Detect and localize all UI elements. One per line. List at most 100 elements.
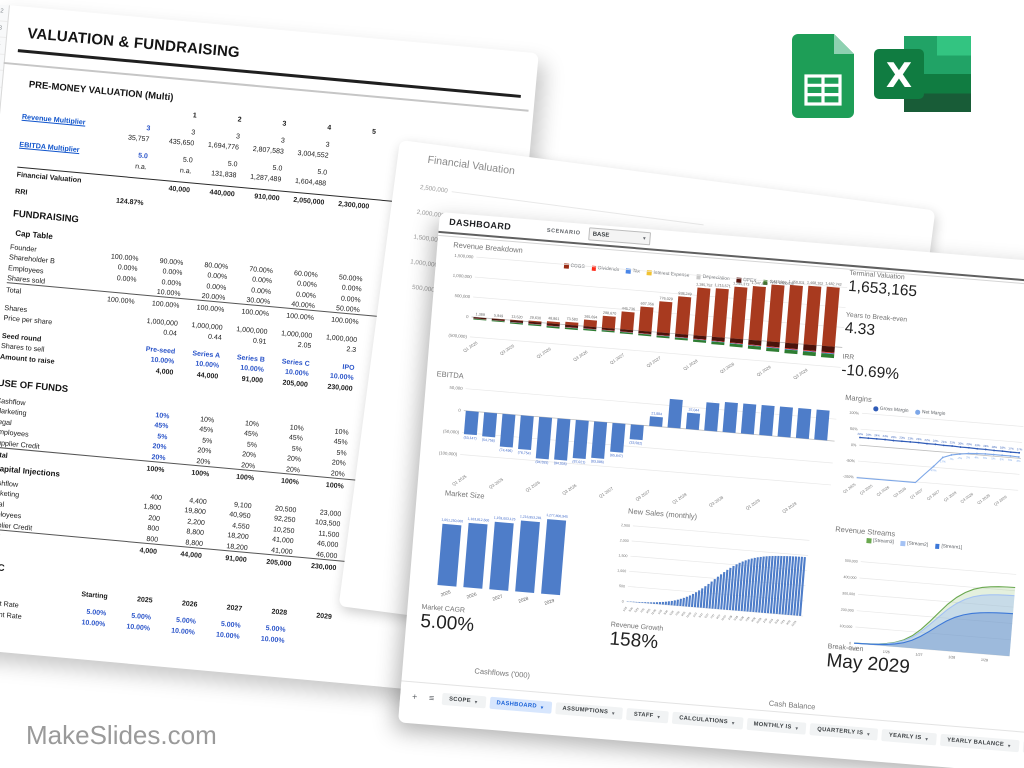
cell: 4,000 [155, 367, 174, 377]
svg-text:50,000: 50,000 [449, 385, 463, 391]
kpi-irr: IRR -10.69% [840, 353, 900, 384]
svg-text:Q1 2025: Q1 2025 [462, 340, 479, 353]
svg-text:Q3 2028: Q3 2028 [719, 361, 736, 374]
tab-label: DASHBOARD [496, 700, 537, 710]
svg-text:5/26: 5/26 [668, 609, 675, 616]
tab-label: QUARTERLY IS [816, 726, 864, 737]
svg-text:1,347,630: 1,347,630 [751, 281, 768, 286]
chevron-down-icon: ▼ [473, 698, 479, 705]
svg-text:17%: 17% [1008, 446, 1014, 450]
tab-assumptions[interactable]: ASSUMPTIONS ▼ [554, 702, 624, 720]
svg-text:1,500: 1,500 [618, 553, 627, 558]
row-number: 3 [0, 20, 8, 39]
svg-text:(33,582): (33,582) [629, 441, 642, 446]
tab-scope[interactable]: SCOPE ▼ [441, 692, 487, 709]
svg-text:Q3 2026: Q3 2026 [561, 482, 578, 495]
tab-yearly-is[interactable]: YEARLY IS ▼ [881, 728, 937, 746]
svg-text:0%: 0% [851, 443, 857, 447]
cash-balance-title: Cash Balance [768, 698, 816, 712]
row-number: 6 [0, 69, 3, 88]
svg-text:298,670: 298,670 [603, 311, 617, 316]
svg-text:(74,496): (74,496) [499, 448, 512, 453]
svg-text:64,112: 64,112 [708, 397, 719, 402]
kpi-years-to-breakeven: Years to Break-even 4.33 [844, 311, 908, 340]
cell: 10.00% [260, 635, 285, 645]
cell: 1,287,489 [249, 173, 282, 184]
cell: 2 [237, 115, 242, 124]
svg-text:7/26: 7/26 [674, 610, 681, 617]
cell: 2029 [315, 612, 333, 621]
svg-text:100,000: 100,000 [839, 624, 852, 629]
svg-text:-47%: -47% [930, 468, 937, 473]
new-sales-chart: 2,500 2,000 1,500 1,000 500 0 1/25 3/25 5/25 7/25… [605, 512, 819, 643]
svg-text:1,450,011: 1,450,011 [789, 280, 805, 285]
cell: 100.00% [241, 308, 270, 318]
cell: 44,000 [196, 371, 219, 381]
svg-text:2,500: 2,500 [621, 523, 630, 528]
cell: 1,604,488 [294, 177, 327, 188]
cell: 0.44 [207, 333, 222, 342]
svg-text:Q1 2029: Q1 2029 [745, 498, 762, 511]
row-number: 7 [0, 86, 2, 104]
tab-calculations[interactable]: CALCULATIONS ▼ [671, 711, 744, 730]
tab-staff[interactable]: STAFF ▼ [626, 708, 669, 724]
tab-monthly-is[interactable]: MONTHLY IS ▼ [746, 717, 807, 735]
cell: 230,000 [327, 383, 353, 393]
axis-label: 2,500,000 [419, 184, 449, 195]
svg-text:7/28: 7/28 [744, 615, 751, 622]
cell: 10.00% [126, 623, 151, 633]
cell [83, 368, 128, 372]
svg-text:73,583: 73,583 [566, 317, 578, 322]
svg-text:(94,555): (94,555) [535, 460, 548, 465]
chevron-down-icon: ▼ [730, 720, 736, 726]
cell [100, 186, 145, 190]
revenue-streams-chart: 500,000 400,000 300,000 200,000 100,000 0 1/25… [819, 533, 1024, 677]
svg-text:1,000,000: 1,000,000 [453, 273, 473, 280]
row-label [23, 103, 107, 111]
svg-text:3/29: 3/29 [768, 617, 775, 624]
cell: 5 [371, 128, 377, 136]
cell: 910,000 [254, 192, 280, 203]
cell: 44,000 [180, 550, 203, 560]
svg-text:Q3 2025: Q3 2025 [488, 476, 505, 489]
chevron-down-icon: ▼ [641, 235, 647, 242]
all-sheets-menu-icon[interactable]: ≡ [428, 692, 435, 704]
svg-text:200,000: 200,000 [841, 608, 854, 613]
cell [107, 111, 152, 115]
svg-text:(65,647): (65,647) [610, 453, 623, 458]
chevron-down-icon: ▼ [610, 710, 617, 716]
svg-text:(50,000): (50,000) [443, 428, 460, 434]
watermark: MakeSlides.com [26, 720, 217, 750]
svg-text:1,103,812,500: 1,103,812,500 [467, 517, 489, 523]
svg-text:-100%: -100% [843, 474, 855, 479]
svg-text:85,882: 85,882 [745, 391, 756, 396]
svg-text:2028: 2028 [518, 596, 530, 604]
cell: 2,300,000 [337, 200, 370, 211]
svg-text:100%: 100% [849, 411, 860, 416]
svg-text:Q3 2029: Q3 2029 [781, 501, 798, 514]
cell: 230,000 [310, 562, 337, 572]
svg-text:5/25: 5/25 [633, 606, 640, 613]
svg-text:(94,035): (94,035) [554, 461, 567, 466]
svg-text:2029: 2029 [544, 598, 556, 606]
valuation-title: VALUATION & FUNDRAISING [26, 25, 241, 62]
tab-dashboard[interactable]: DASHBOARD ▼ [489, 696, 552, 714]
svg-text:7/29: 7/29 [779, 618, 786, 625]
svg-text:Q1 2028: Q1 2028 [682, 358, 699, 371]
scenario-value: BASE [592, 231, 610, 239]
tab-yearly-balance[interactable]: YEARLY BALANCE ▼ [939, 733, 1020, 753]
tab-quarterly-is[interactable]: QUARTERLY IS ▼ [809, 723, 879, 741]
cell: n.a. [134, 163, 148, 172]
chevron-down-icon: ▼ [539, 704, 545, 710]
svg-text:1/26: 1/26 [883, 650, 890, 655]
svg-text:Q3 2027: Q3 2027 [635, 488, 652, 501]
add-sheet-icon[interactable]: + [411, 691, 418, 702]
tab-label: ASSUMPTIONS [562, 705, 609, 716]
scenario-dropdown[interactable]: BASE ▼ [588, 227, 652, 246]
svg-text:64,833: 64,833 [671, 394, 682, 399]
chevron-down-icon: ▼ [794, 725, 800, 731]
logo-row: X [792, 34, 974, 118]
svg-text:1,295,373: 1,295,373 [733, 281, 750, 286]
row-label: Financial Valuation [16, 169, 82, 185]
svg-text:607,356: 607,356 [640, 301, 654, 306]
